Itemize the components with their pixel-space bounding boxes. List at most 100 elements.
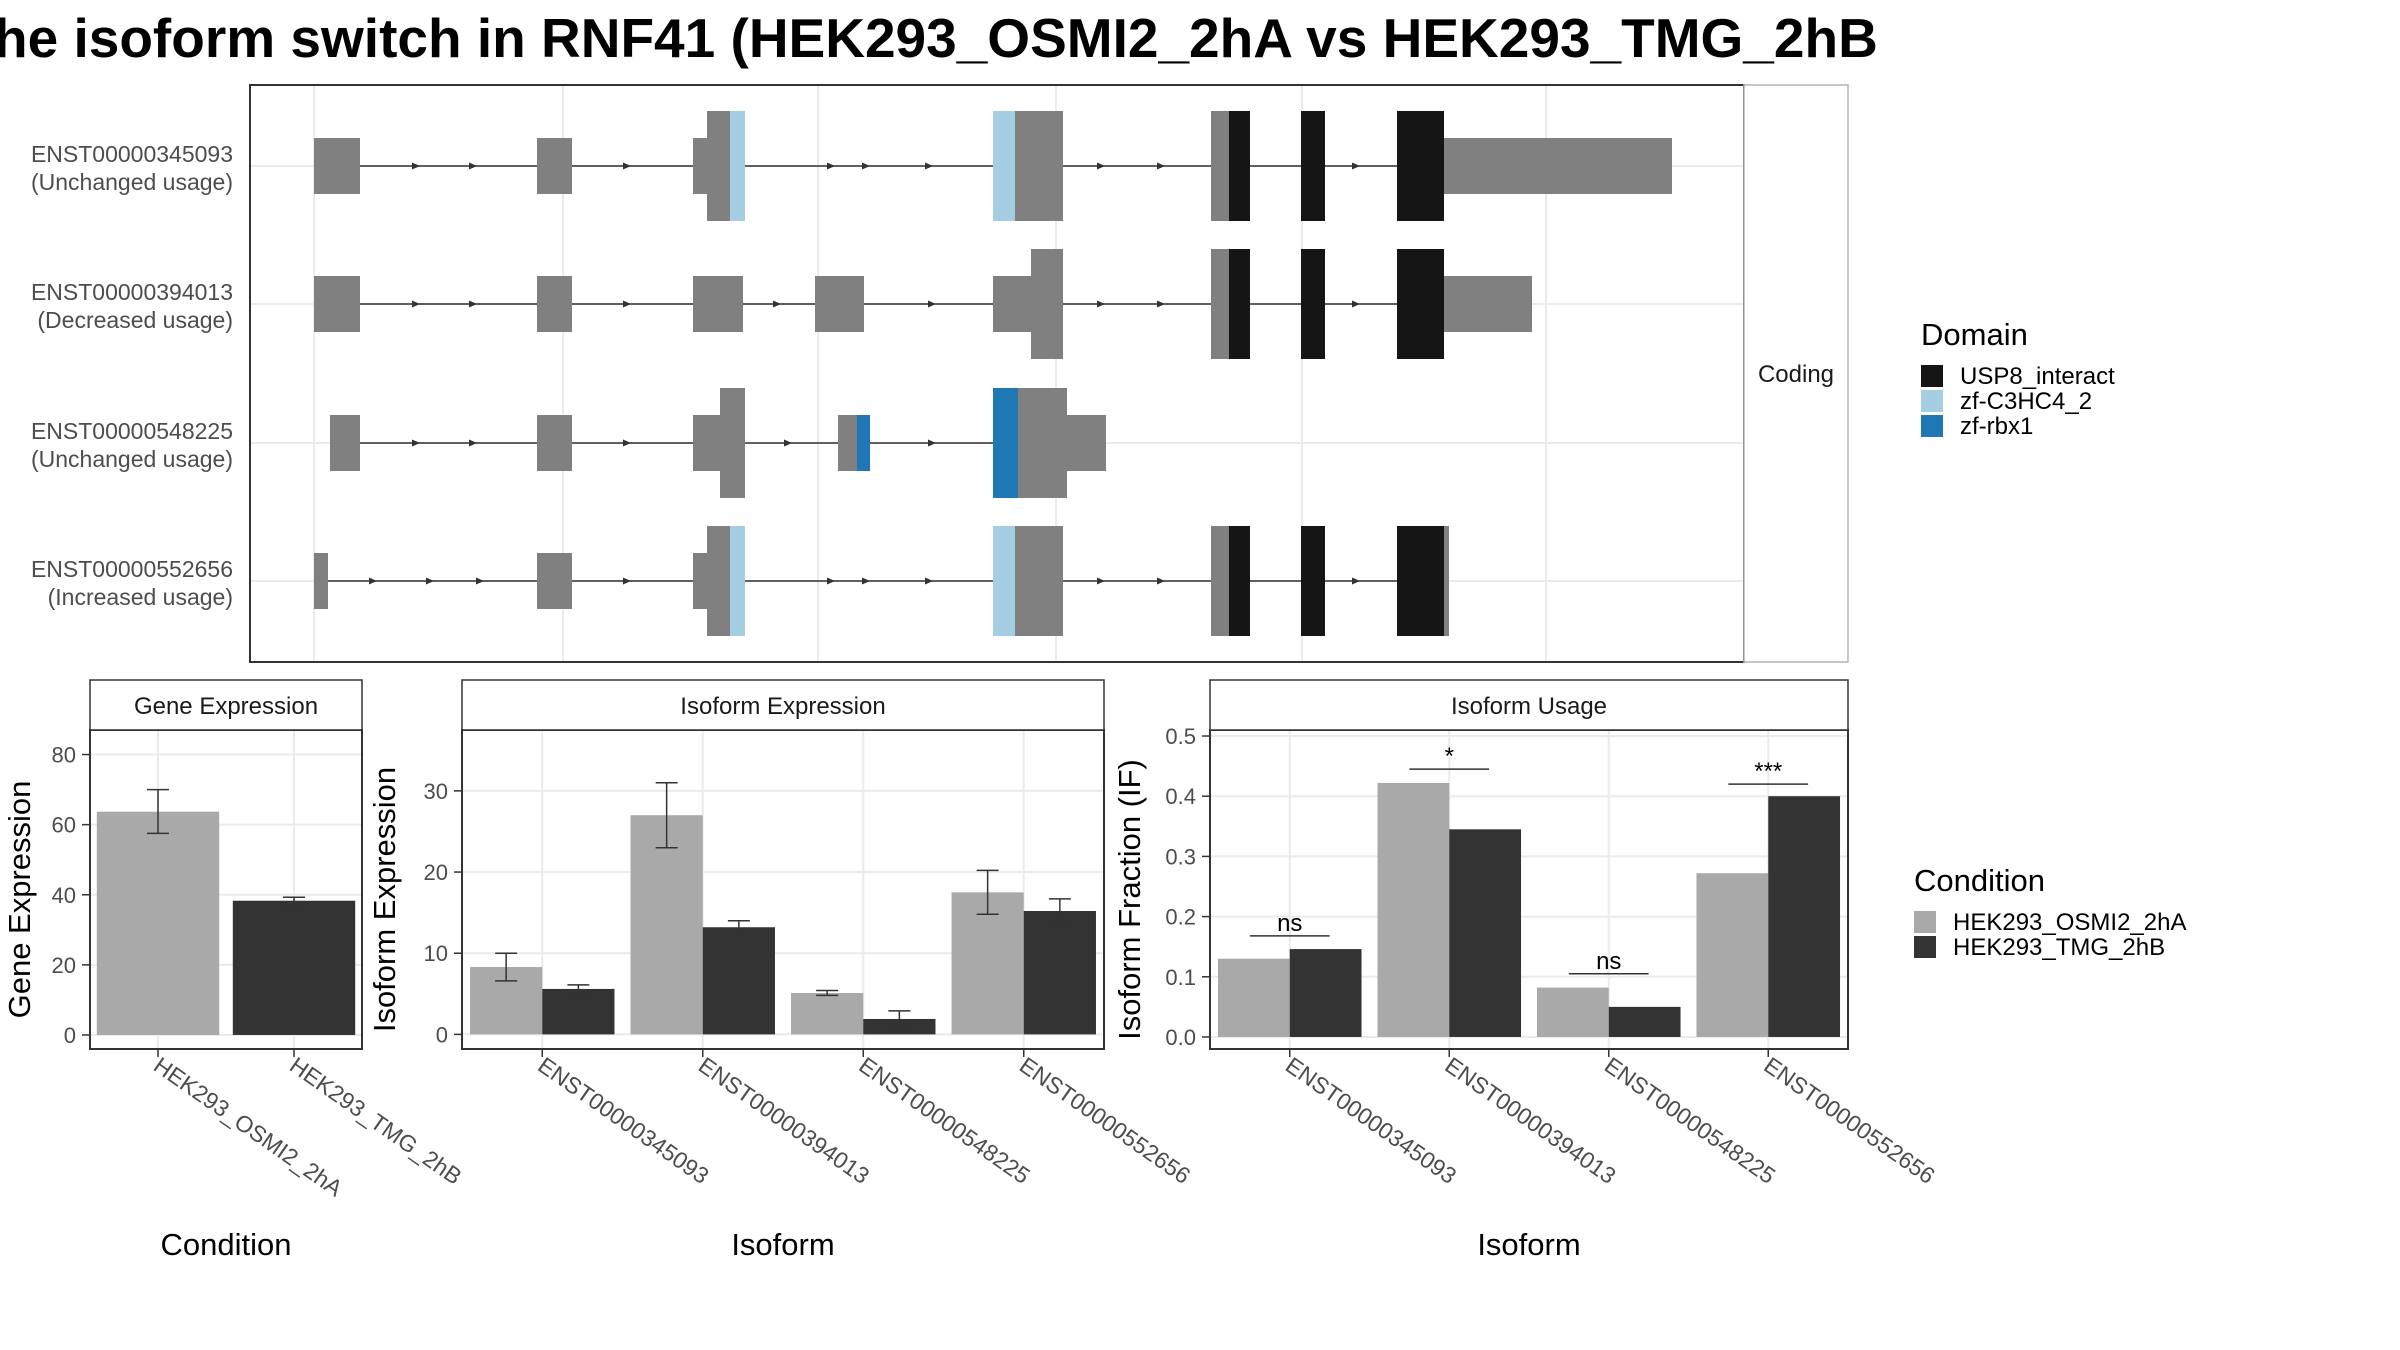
facet-strip bbox=[1743, 84, 1849, 663]
domain-legend-label: USP8_interact bbox=[1960, 363, 2115, 390]
bar bbox=[702, 927, 775, 1035]
y-tick-label: 40 bbox=[52, 883, 76, 908]
transcript-id-label: ENST00000548225 bbox=[31, 418, 233, 444]
exon-segment bbox=[693, 138, 707, 194]
exon-segment bbox=[537, 415, 572, 471]
exon-segment bbox=[693, 415, 720, 471]
exon-segment bbox=[330, 415, 360, 471]
exon-segment bbox=[1301, 526, 1325, 636]
panel-title: Gene Expression bbox=[134, 693, 318, 720]
exon-segment bbox=[537, 138, 572, 194]
exon-segment bbox=[1444, 276, 1532, 332]
panel-title: Isoform Usage bbox=[1451, 693, 1607, 720]
x-tick-label: ENST00000552656 bbox=[1015, 1052, 1195, 1189]
x-tick-label: ENST00000394013 bbox=[694, 1052, 874, 1189]
panel-strip bbox=[461, 679, 1105, 731]
direction-arrow bbox=[623, 162, 631, 170]
bar-panel: 0 10 20 30 Isoform Expression ENST00000345093… bbox=[367, 679, 1195, 1262]
direction-arrow bbox=[773, 300, 781, 308]
y-axis-title: Isoform Expression bbox=[367, 767, 402, 1032]
transcript-id-label: ENST00000345093 bbox=[31, 141, 233, 167]
condition-legend-label: HEK293_TMG_2hB bbox=[1953, 934, 2165, 961]
exon-segment bbox=[993, 526, 1015, 636]
condition-legend-title: Condition bbox=[1914, 863, 2045, 898]
exon-segment bbox=[537, 553, 572, 609]
domain-legend-label: zf-C3HC4_2 bbox=[1960, 388, 2092, 415]
bar bbox=[1023, 911, 1096, 1035]
bar bbox=[1377, 782, 1450, 1037]
x-axis-title: Condition bbox=[161, 1227, 292, 1262]
legend-key bbox=[1921, 365, 1943, 387]
direction-arrow bbox=[1097, 577, 1105, 585]
exon-segment bbox=[1018, 388, 1067, 498]
direction-arrow bbox=[1157, 577, 1165, 585]
exon-segment bbox=[857, 415, 870, 471]
transcript-row: ENST00000552656(Increased usage) bbox=[31, 526, 1449, 636]
direction-arrow bbox=[469, 439, 477, 447]
bar bbox=[1608, 1006, 1681, 1037]
transcript-structure-panel: ENST00000345093(Unchanged usage)ENST0000… bbox=[31, 84, 1849, 663]
x-tick-label: ENST00000394013 bbox=[1440, 1052, 1620, 1189]
direction-arrow bbox=[827, 162, 835, 170]
exon-segment bbox=[314, 276, 360, 332]
y-tick-label: 10 bbox=[424, 941, 448, 966]
exon-segment bbox=[1067, 415, 1106, 471]
bar bbox=[1449, 829, 1522, 1037]
bar bbox=[1696, 873, 1769, 1037]
bar bbox=[1536, 987, 1609, 1037]
bar bbox=[232, 900, 356, 1035]
exon-segment bbox=[314, 138, 360, 194]
exon-segment bbox=[707, 111, 730, 221]
exon-segment bbox=[730, 526, 745, 636]
direction-arrow bbox=[1352, 300, 1360, 308]
significance-label: *** bbox=[1754, 758, 1782, 785]
bar bbox=[96, 811, 220, 1035]
transcript-id-label: ENST00000394013 bbox=[31, 279, 233, 305]
direction-arrow bbox=[928, 439, 936, 447]
y-axis-title: Gene Expression bbox=[2, 781, 37, 1019]
direction-arrow bbox=[412, 300, 420, 308]
transcript-row: ENST00000394013(Decreased usage) bbox=[31, 249, 1532, 359]
y-tick-label: 0.5 bbox=[1165, 724, 1196, 749]
y-tick-label: 0.2 bbox=[1165, 905, 1196, 930]
y-tick-label: 0.1 bbox=[1165, 965, 1196, 990]
x-tick-label: ENST00000345093 bbox=[1281, 1052, 1461, 1189]
transcript-usage-label: (Increased usage) bbox=[48, 584, 233, 610]
exon-segment bbox=[1015, 526, 1063, 636]
exon-segment bbox=[993, 111, 1015, 221]
direction-arrow bbox=[928, 300, 936, 308]
exon-segment bbox=[720, 388, 745, 498]
domain-legend-title: Domain bbox=[1921, 317, 2028, 352]
exon-segment bbox=[1229, 111, 1250, 221]
bar bbox=[630, 815, 703, 1035]
legend-key bbox=[1921, 390, 1943, 412]
exon-segment bbox=[993, 388, 1018, 498]
y-tick-label: 0 bbox=[436, 1022, 448, 1047]
exon-segment bbox=[1397, 249, 1444, 359]
direction-arrow bbox=[412, 162, 420, 170]
direction-arrow bbox=[862, 577, 870, 585]
bar-panel: 0.0 0.1 0.2 0.3 0.4 0.5 ns * ns *** Isoform Usage E… bbox=[1112, 679, 1940, 1262]
legend-key bbox=[1914, 936, 1936, 958]
y-tick-label: 80 bbox=[52, 743, 76, 768]
facet-label-coding: Coding bbox=[1758, 361, 1834, 388]
exon-segment bbox=[1444, 138, 1672, 194]
x-tick-label: ENST00000552656 bbox=[1759, 1052, 1939, 1189]
direction-arrow bbox=[369, 577, 377, 585]
exon-segment bbox=[1444, 526, 1449, 636]
y-tick-label: 0.0 bbox=[1165, 1025, 1196, 1050]
exon-segment bbox=[838, 415, 857, 471]
exon-segment bbox=[815, 276, 864, 332]
direction-arrow bbox=[1352, 577, 1360, 585]
direction-arrow bbox=[426, 577, 434, 585]
exon-segment bbox=[730, 111, 745, 221]
exon-segment bbox=[1229, 526, 1250, 636]
direction-arrow bbox=[784, 439, 792, 447]
exon-segment bbox=[537, 276, 572, 332]
bar bbox=[1289, 949, 1362, 1037]
legend-key bbox=[1914, 911, 1936, 933]
x-axis-title: Isoform bbox=[731, 1227, 834, 1262]
y-tick-label: 0 bbox=[64, 1023, 76, 1048]
exon-segment bbox=[693, 553, 707, 609]
